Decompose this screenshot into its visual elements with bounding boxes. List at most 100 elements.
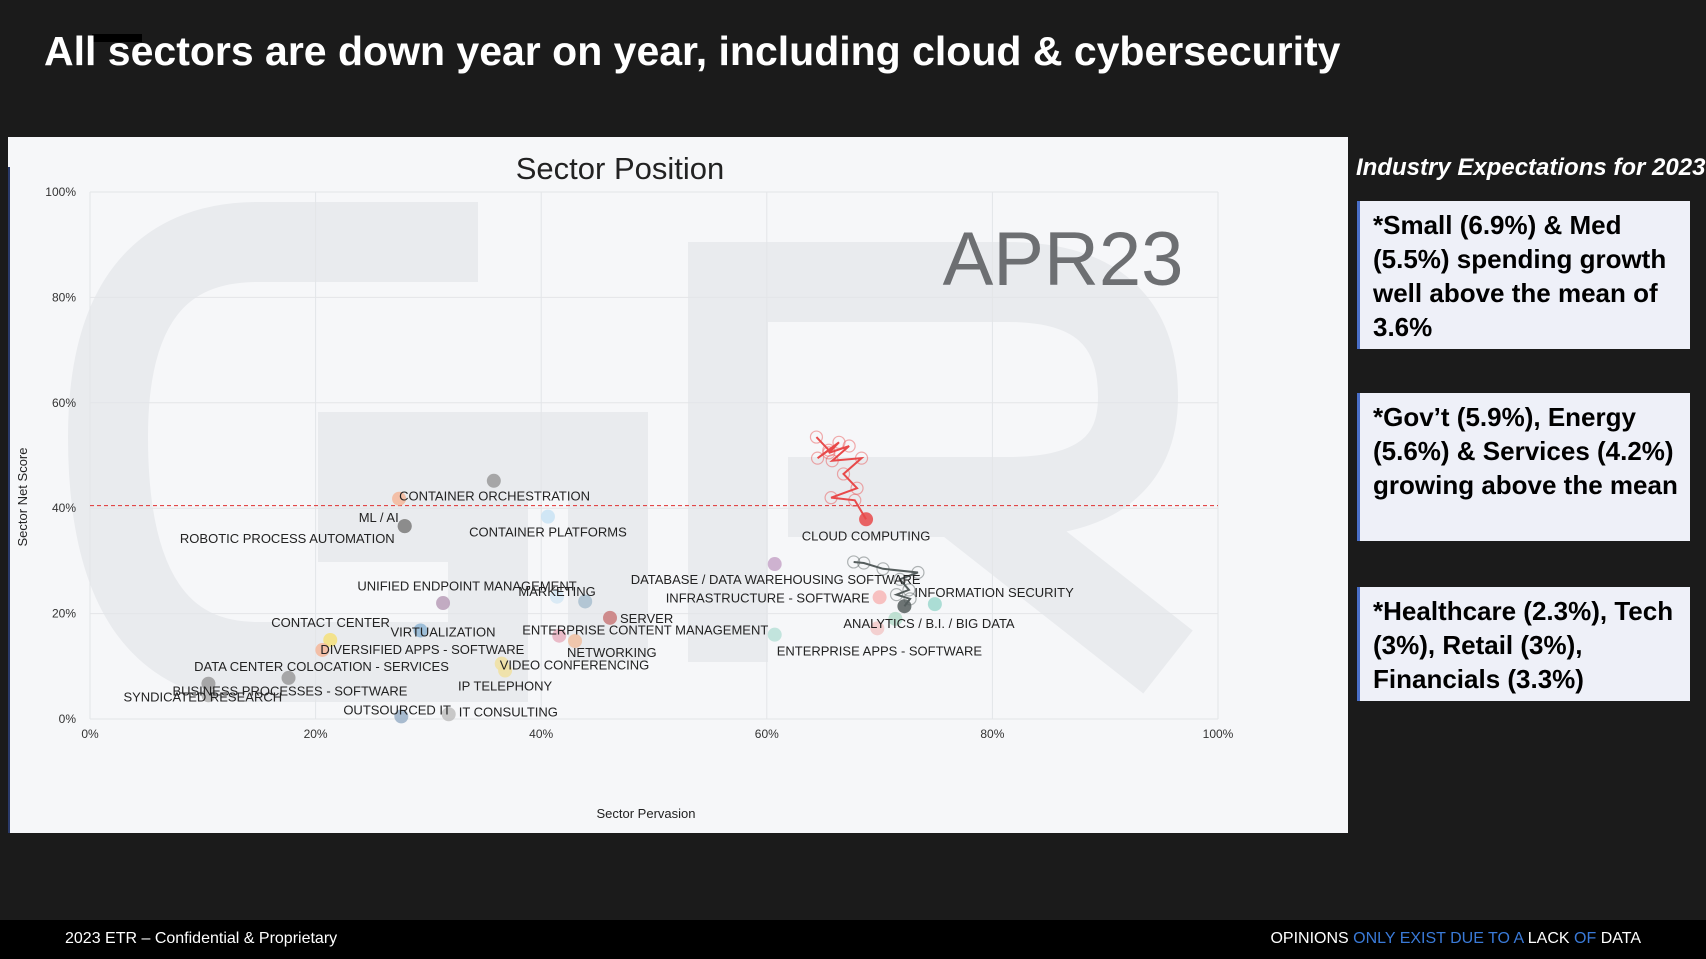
data-point: [552, 628, 567, 643]
expectation-box-healthcare-tech-retail-financials: *Healthcare (2.3%), Tech (3%), Retail (3…: [1357, 587, 1690, 701]
tagline-word: OPINIONS: [1270, 930, 1349, 947]
y-axis-label: Sector Net Score: [15, 448, 30, 547]
trail-point: [854, 451, 869, 465]
data-point: [413, 623, 428, 638]
data-point: [767, 627, 782, 642]
point-label: CLOUD COMPUTING: [802, 528, 931, 543]
point-label: ENTERPRISE APPS - SOFTWARE: [777, 644, 983, 659]
y-tick-label: 100%: [45, 185, 76, 199]
data-point: [859, 512, 874, 527]
y-tick-label: 60%: [52, 396, 76, 410]
trail-point: [822, 446, 836, 460]
data-point: [603, 610, 618, 625]
side-panel-title: Industry Expectations for 2023: [1356, 154, 1706, 181]
x-tick-label: 80%: [980, 727, 1004, 741]
data-point: [397, 519, 412, 534]
trail-point: [850, 481, 864, 495]
point-label: UNIFIED ENDPOINT MANAGEMENT: [357, 579, 576, 594]
tagline-word: DATA: [1600, 930, 1641, 947]
data-point: [888, 611, 903, 626]
point-label: IT CONSULTING: [459, 704, 558, 719]
footer: 2023 ETR – Confidential & Proprietary OP…: [0, 920, 1706, 959]
point-label: CONTAINER ORCHESTRATION: [399, 489, 590, 504]
point-label: CONTACT CENTER: [271, 615, 390, 630]
point-label: DIVERSIFIED APPS - SOFTWARE: [320, 642, 524, 657]
point-label: ROBOTIC PROCESS AUTOMATION: [180, 531, 395, 546]
point-label: SERVER: [620, 611, 673, 626]
data-point: [578, 594, 593, 609]
trail-line: [853, 560, 919, 607]
trail-point: [889, 588, 904, 602]
point-label: DATA CENTER COLOCATION - SERVICES: [194, 659, 449, 674]
trail-point: [810, 451, 825, 465]
tagline-word: LACK: [1527, 930, 1570, 947]
trail-point: [824, 491, 838, 505]
point-label: IP TELEPHONY: [458, 679, 552, 694]
logo-watermark-r: [688, 242, 1193, 694]
point-label: ML / AI: [359, 510, 399, 525]
point-label: CONTAINER PLATFORMS: [469, 525, 627, 540]
title-accent-mark: [92, 34, 142, 42]
data-point: [870, 621, 885, 636]
x-tick-label: 20%: [304, 727, 328, 741]
data-point: [498, 663, 513, 678]
logo-watermark-e: [67, 202, 648, 702]
point-label: OUTSOURCED IT: [343, 702, 451, 717]
point-label: BUSINESS PROCESSES - SOFTWARE: [172, 684, 407, 699]
data-point: [872, 590, 887, 605]
point-label: SYNDICATED RESEARCH: [123, 689, 282, 704]
data-point: [568, 634, 583, 649]
point-label: INFRASTRUCTURE - SOFTWARE: [666, 590, 870, 605]
period-watermark: APR23: [943, 217, 1184, 302]
x-tick-label: 100%: [1203, 727, 1234, 741]
footer-tagline: OPINIONS ONLY EXIST DUE TO A LACK OF DAT…: [1270, 930, 1641, 948]
point-label: ENTERPRISE CONTENT MANAGEMENT: [522, 623, 768, 638]
x-axis-label: Sector Pervasion: [597, 806, 696, 821]
expectation-box-small-med: *Small (6.9%) & Med (5.5%) spending grow…: [1357, 201, 1690, 349]
trail-point: [825, 454, 839, 468]
trail-point: [809, 430, 824, 444]
data-point: [394, 709, 409, 724]
point-label: VIDEO CONFERENCING: [500, 658, 650, 673]
chart-panel: 0% 20% 40% 60% 80% 100% 0% 20% 40% 60% 80% 100% Sect…: [8, 137, 1348, 833]
data-point: [315, 642, 330, 657]
point-label: NETWORKING: [567, 645, 657, 660]
x-tick-label: 60%: [755, 727, 779, 741]
data-point: [281, 670, 296, 685]
data-point: [549, 589, 564, 604]
data-point: [392, 491, 407, 506]
chart-title: Sector Position: [516, 151, 725, 186]
slide-title: All sectors are down year on year, inclu…: [44, 28, 1341, 74]
point-label: ANALYTICS / B.I. / BIG DATA: [843, 616, 1015, 631]
tagline-word: OF: [1574, 930, 1597, 947]
data-point: [540, 509, 555, 524]
trail-point: [902, 583, 916, 597]
data-point: [486, 473, 501, 488]
trail-point: [848, 493, 862, 507]
data-point: [927, 597, 942, 612]
point-label: DATABASE / DATA WAREHOUSING SOFTWARE: [631, 572, 921, 587]
expectation-box-govt-energy-services: *Gov’t (5.9%), Energy (5.6%) & Services …: [1357, 393, 1690, 541]
point-label: MARKETING: [518, 584, 595, 599]
data-point: [767, 557, 782, 572]
y-tick-label: 40%: [52, 501, 76, 515]
x-tick-label: 40%: [529, 727, 553, 741]
point-label: VIRTUALIZATION: [391, 624, 496, 639]
point-label: INFORMATION SECURITY: [914, 585, 1074, 600]
data-point: [897, 599, 912, 614]
trail-point: [832, 435, 846, 449]
y-tick-label: 20%: [52, 607, 76, 621]
sector-position-chart: 0% 20% 40% 60% 80% 100% 0% 20% 40% 60% 80% 100% Sect…: [15, 151, 1234, 821]
data-point: [201, 676, 216, 691]
trail-point: [876, 562, 890, 576]
data-point: [441, 707, 456, 722]
trail-point: [893, 572, 907, 586]
trail-point: [857, 556, 871, 570]
trail-line: [815, 436, 867, 520]
trail-point: [822, 443, 836, 457]
trail-point: [911, 565, 925, 580]
chart-panel-edge: [8, 167, 10, 833]
y-tick-label: 80%: [52, 290, 76, 304]
trail-point: [836, 467, 851, 481]
y-tick-label: 0%: [59, 712, 77, 726]
